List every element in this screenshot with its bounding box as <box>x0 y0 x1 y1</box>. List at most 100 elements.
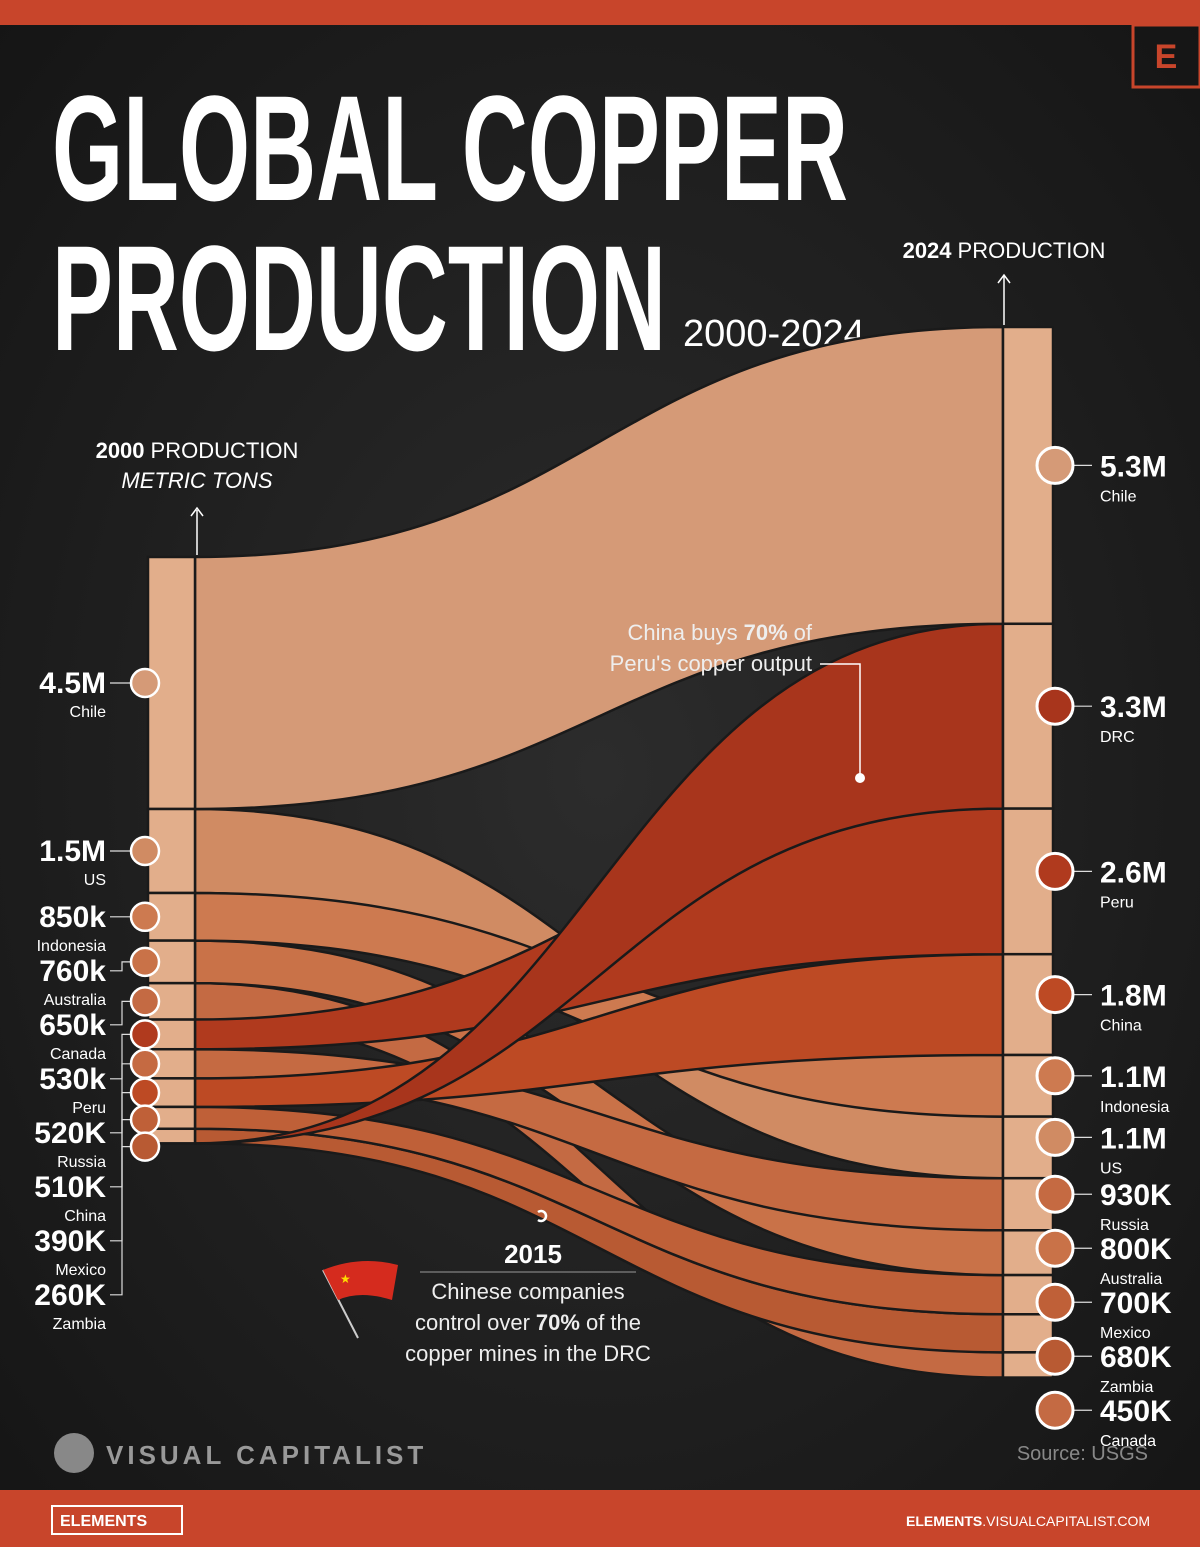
value-label: 1.8M <box>1100 980 1167 1013</box>
annotation-leader <box>820 663 861 778</box>
annotation-part: Peru's copper output <box>610 651 812 676</box>
value-label: 510K <box>34 1171 106 1204</box>
series-name: Russia <box>57 1154 106 1171</box>
value-label: 2.6M <box>1100 856 1167 889</box>
series-name: China <box>1100 1018 1142 1035</box>
flag <box>1035 686 1075 726</box>
value-label: 930K <box>1100 1179 1172 1212</box>
header-year: 2000 <box>96 438 145 463</box>
logo-box <box>1131 23 1200 89</box>
source: Source: USGS <box>1017 1443 1148 1465</box>
flag <box>129 1104 161 1135</box>
logo: E <box>1155 38 1178 76</box>
value-label: 520K <box>34 1117 106 1150</box>
flag <box>129 1131 161 1162</box>
china-flag: ★ <box>322 1261 398 1339</box>
series-name: Indonesia <box>1100 1099 1169 1116</box>
value-label: 850k <box>39 901 106 934</box>
title: PRODUCTION <box>52 214 666 382</box>
brand-name: VISUAL CAPITALIST <box>106 1440 427 1470</box>
series-name: Australia <box>44 992 106 1009</box>
series-name: Chile <box>70 704 107 721</box>
flag <box>1035 1056 1075 1096</box>
header-text: PRODUCTION <box>958 238 1106 263</box>
annotation-part: China buys <box>628 620 738 645</box>
series-name: Canada <box>1100 1433 1156 1450</box>
flag <box>1035 851 1075 891</box>
series-name: Mexico <box>1100 1325 1151 1342</box>
header-text: PRODUCTION <box>151 438 299 463</box>
annotation-part: of <box>794 620 813 645</box>
flag <box>1035 1174 1075 1214</box>
series-name: Indonesia <box>37 938 106 955</box>
series-name: Russia <box>1100 1217 1149 1234</box>
value-label: 760k <box>39 955 106 988</box>
value-label: 530k <box>39 1063 106 1096</box>
series-name: Australia <box>1100 1271 1162 1288</box>
annotation-line: control over 70% of the <box>415 1310 641 1335</box>
annotation-part: Chinese companies <box>431 1279 624 1304</box>
series-name: US <box>84 872 106 889</box>
flag <box>1035 975 1075 1015</box>
axis-header: 2000 PRODUCTION <box>96 438 299 463</box>
annotation-leader <box>537 1209 548 1223</box>
annotation-line: Peru's copper output <box>610 651 812 676</box>
flag <box>129 1048 161 1080</box>
series-name: Peru <box>1100 894 1134 911</box>
vc-logo <box>54 1433 94 1473</box>
series-name: US <box>1100 1160 1122 1177</box>
title: GLOBAL COPPER <box>52 64 848 232</box>
flag <box>129 1077 161 1108</box>
value-label: 1.1M <box>1100 1061 1167 1094</box>
flag <box>129 667 161 699</box>
value-label: 450K <box>1100 1395 1172 1428</box>
value-label: 4.5M <box>39 667 106 700</box>
header-year: 2024 <box>903 238 953 263</box>
flag <box>129 835 161 867</box>
site-part: ELEMENTS <box>906 1513 982 1529</box>
connector <box>110 1000 135 1026</box>
site-part: .VISUALCAPITALIST.COM <box>982 1513 1150 1529</box>
flag <box>1035 445 1075 485</box>
connector <box>110 1146 135 1296</box>
axis-arrow <box>997 273 1011 325</box>
annotation-year: 2015 <box>504 1239 562 1269</box>
series-name: China <box>64 1208 106 1225</box>
value-label: 680K <box>1100 1341 1172 1374</box>
flag <box>1035 1117 1075 1157</box>
series-name: Mexico <box>55 1262 106 1279</box>
annotation-part: of the <box>586 1310 641 1335</box>
value-label: 5.3M <box>1100 450 1167 483</box>
value-label: 260K <box>34 1279 106 1312</box>
series-name: Chile <box>1100 488 1137 505</box>
series-name: Peru <box>72 1100 106 1117</box>
annotation-line: Chinese companies <box>431 1279 624 1304</box>
flag <box>129 901 161 933</box>
annotation-part: 70% <box>744 620 788 645</box>
value-label: 1.5M <box>39 835 106 868</box>
annotation-part: 70% <box>536 1310 580 1335</box>
top-bar <box>0 0 1200 25</box>
flag <box>1035 1228 1075 1268</box>
badge-box <box>51 1505 183 1535</box>
connector <box>110 1033 135 1080</box>
annotation-part: control over <box>415 1310 530 1335</box>
series-name: Zambia <box>1100 1379 1153 1396</box>
connector <box>110 961 135 972</box>
site: ELEMENTS.VISUALCAPITALIST.COM <box>906 1513 1150 1529</box>
flag <box>1035 1282 1075 1322</box>
badge: ELEMENTS <box>60 1513 147 1530</box>
value-label: 3.3M <box>1100 691 1167 724</box>
series-name: DRC <box>1100 729 1135 746</box>
annotation-part: copper mines in the DRC <box>405 1341 651 1366</box>
svg-text:★: ★ <box>340 1272 351 1286</box>
value-label: 650k <box>39 1009 106 1042</box>
flag <box>1035 1336 1075 1376</box>
bottom-bar <box>0 1490 1200 1547</box>
value-label: 700K <box>1100 1287 1172 1320</box>
value-label: 390K <box>34 1225 106 1258</box>
value-label: 800K <box>1100 1233 1172 1266</box>
series-name: Zambia <box>53 1316 106 1333</box>
flag <box>129 986 161 1017</box>
